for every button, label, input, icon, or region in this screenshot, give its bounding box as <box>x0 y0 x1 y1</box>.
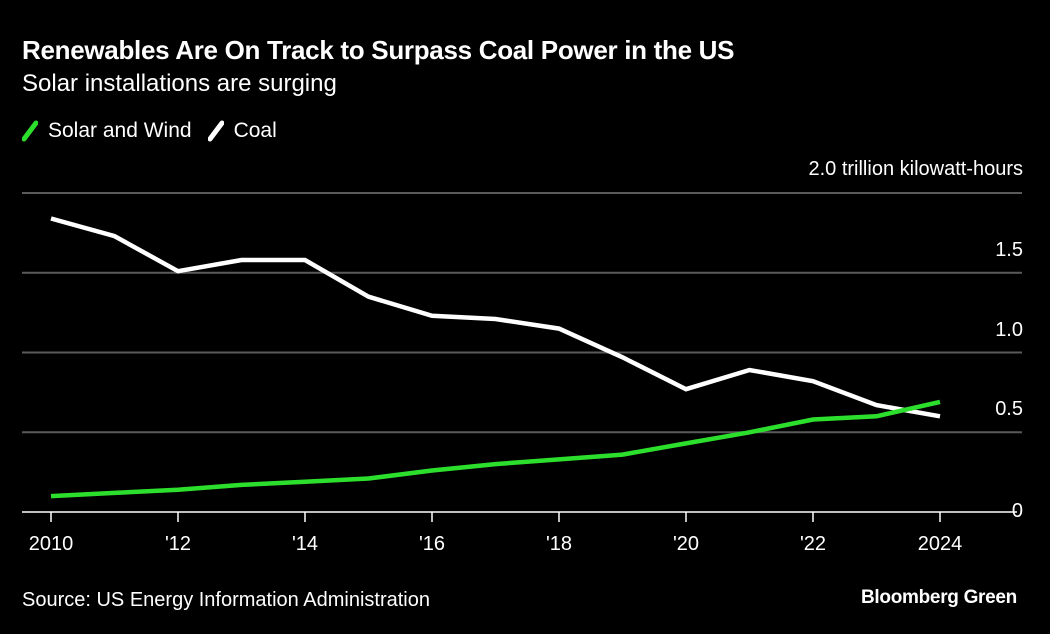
y-tick-label: 1.5 <box>995 238 1023 261</box>
source-note: Source: US Energy Information Administra… <box>22 589 430 611</box>
series-lines <box>50 216 941 499</box>
y-tick-label: 0.5 <box>995 398 1023 421</box>
slash-line-swatch-icon <box>207 120 224 142</box>
legend-item-coal: Coal <box>207 119 277 143</box>
legend: Solar and Wind Coal <box>22 119 293 143</box>
x-tick-label: '14 <box>291 533 319 555</box>
y-tick-label: 0 <box>1011 500 1023 522</box>
legend-label: Solar and Wind <box>48 119 192 142</box>
chart-subtitle: Solar installations are surging <box>22 70 337 97</box>
x-tick-label: '22 <box>799 533 827 555</box>
series-line-coal <box>50 216 941 419</box>
brand-logo: Bloomberg Green <box>861 587 1017 608</box>
y-axis-unit-label: 2.0 trillion kilowatt-hours <box>808 158 1023 180</box>
x-tick-label: '12 <box>164 533 192 555</box>
x-tick-label: '18 <box>545 533 573 555</box>
slash-line-swatch-icon <box>22 120 38 142</box>
series-line-solar-and-wind <box>50 399 941 499</box>
gridlines <box>22 192 1022 434</box>
y-tick-label: 1.0 <box>995 318 1023 341</box>
x-tick-label: 2010 <box>28 533 74 555</box>
legend-item-solar-wind: Solar and Wind <box>22 119 192 143</box>
x-tick-label: '16 <box>418 533 446 555</box>
chart-title: Renewables Are On Track to Surpass Coal … <box>22 35 735 65</box>
x-axis <box>22 511 1017 522</box>
x-tick-label: 2024 <box>917 533 963 555</box>
x-tick-label: '20 <box>672 533 700 555</box>
legend-label: Coal <box>233 119 277 142</box>
